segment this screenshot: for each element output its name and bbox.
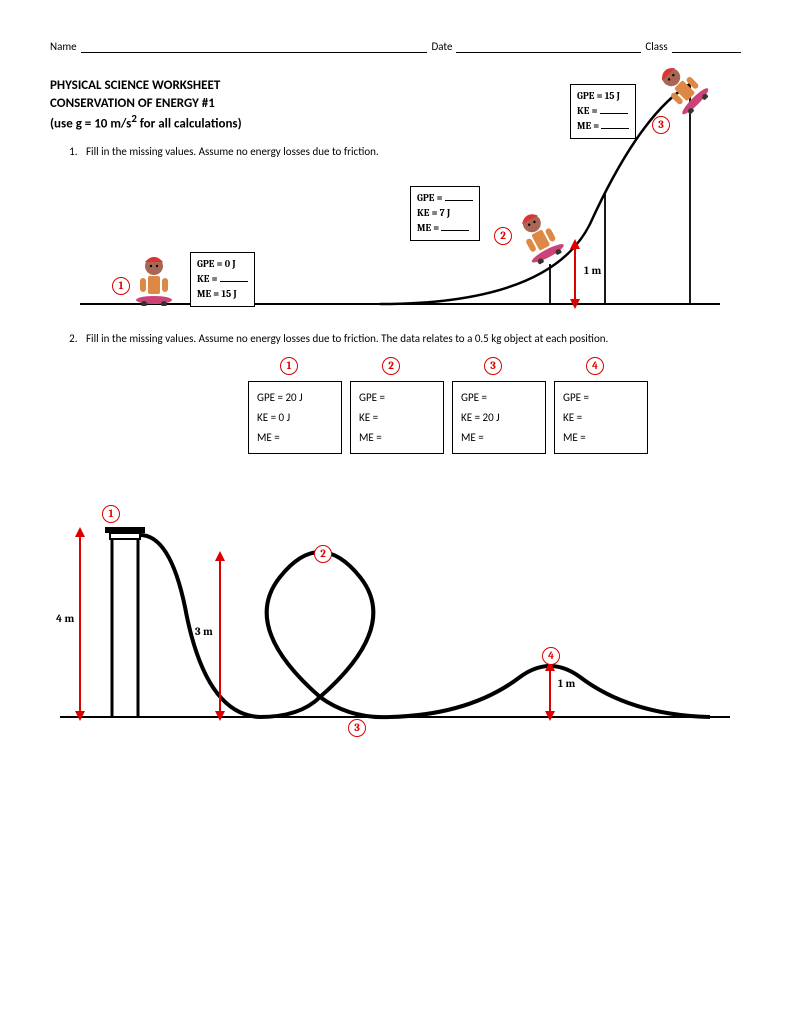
header-marker-3: 3 [484, 357, 502, 375]
pos-marker-1: 1 [102, 505, 120, 523]
marker-1: 1 [112, 277, 130, 295]
dim-3m: 3 m [195, 625, 213, 638]
header-row: Name Date Class [50, 40, 741, 53]
dim-4m: 4 m [56, 612, 74, 625]
header-marker-4: 4 [586, 357, 604, 375]
pos-marker-4: 4 [542, 647, 560, 665]
pos-marker-3: 3 [348, 719, 366, 737]
data-box-2: GPE = KE = ME = [350, 381, 444, 454]
class-label: Class [645, 40, 667, 53]
marker-3: 3 [652, 116, 670, 134]
date-label: Date [431, 40, 452, 53]
data-box-4: GPE = KE = ME = [554, 381, 648, 454]
skater-icon [130, 248, 178, 306]
marker-2: 2 [494, 227, 512, 245]
header-marker-2: 2 [382, 357, 400, 375]
data-box-3: GPE = KE = 20 J ME = [452, 381, 546, 454]
energy-box-1: GPE = 0 J KE = ME = 15 J [190, 252, 255, 307]
pos-marker-2: 2 [314, 545, 332, 563]
dim-1m: 1 m [584, 264, 601, 277]
blank[interactable] [445, 192, 473, 201]
diagram-rollercoaster: 1 2 3 4 GPE = 20 J KE = 0 J ME = GPE = K… [50, 357, 741, 737]
energy-box-2: GPE = KE = 7 J ME = [410, 186, 480, 241]
blank[interactable] [220, 273, 248, 282]
blank[interactable] [601, 120, 629, 129]
class-blank[interactable] [672, 40, 741, 53]
header-marker-1: 1 [280, 357, 298, 375]
name-label: Name [50, 40, 77, 53]
dim-1m: 1 m [558, 677, 575, 690]
data-box-1: GPE = 20 J KE = 0 J ME = [248, 381, 342, 454]
name-blank[interactable] [81, 40, 428, 53]
blank[interactable] [441, 222, 469, 231]
date-blank[interactable] [456, 40, 641, 53]
diagram-skateboard-ramp: GPE = 0 J KE = ME = 15 J GPE = KE = 7 J … [50, 54, 741, 314]
blank[interactable] [600, 105, 628, 114]
energy-box-3: GPE = 15 J KE = ME = [570, 84, 636, 139]
question-2: Fill in the missing values. Assume no en… [80, 332, 741, 345]
